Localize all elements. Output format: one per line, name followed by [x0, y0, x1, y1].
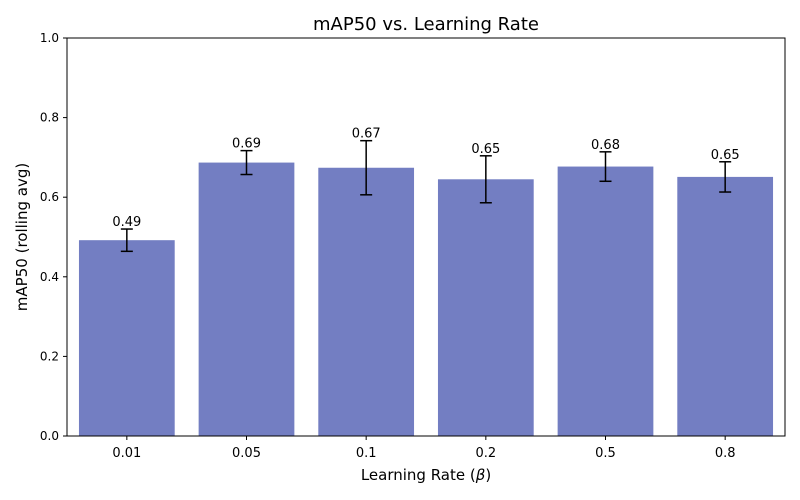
x-tick-label-0.05: 0.05 — [232, 446, 261, 461]
x-axis-label-symbol: β — [475, 466, 486, 484]
bar-0.2 — [437, 179, 534, 437]
data-label-0.05: 0.69 — [232, 137, 261, 152]
x-tick-label-0.5: 0.5 — [595, 446, 616, 461]
x-tick-label-0.2: 0.2 — [475, 446, 496, 461]
x-tick-label-0.1: 0.1 — [356, 446, 377, 461]
x-axis-label-prefix: Learning Rate ( — [361, 466, 476, 484]
y-tick-label-1.0: 1.0 — [40, 31, 59, 45]
y-tick-label-0.4: 0.4 — [40, 270, 59, 284]
error-bars-group — [120, 139, 732, 253]
y-axis-label: mAP50 (rolling avg) — [13, 163, 31, 311]
data-labels-group: 0.49 0.69 0.67 0.65 0.68 0.65 — [112, 127, 739, 230]
x-axis-label: Learning Rate (β) — [361, 466, 491, 484]
plot-frame — [66, 37, 786, 437]
chart-title: mAP50 vs. Learning Rate — [313, 14, 539, 35]
y-axis-ticks: 0.0 0.2 0.4 0.6 0.8 1.0 — [40, 31, 67, 443]
plot-area — [67, 38, 785, 436]
data-label-0.8: 0.65 — [711, 148, 740, 163]
data-label-0.1: 0.67 — [352, 127, 381, 142]
x-tick-label-0.8: 0.8 — [715, 446, 736, 461]
bar-0.8 — [677, 176, 774, 437]
bar-0.1 — [318, 167, 415, 437]
data-label-0.2: 0.65 — [471, 142, 500, 157]
bar-0.5 — [557, 166, 654, 436]
x-axis-ticks: 0.01 0.05 0.1 0.2 0.5 0.8 — [112, 436, 736, 461]
data-label-0.5: 0.68 — [591, 138, 620, 153]
x-axis-label-suffix: ) — [485, 466, 491, 484]
data-label-0.01: 0.49 — [112, 215, 141, 230]
y-tick-label-0.2: 0.2 — [40, 349, 59, 363]
bars-group — [78, 162, 774, 437]
y-tick-label-0.8: 0.8 — [40, 111, 59, 125]
bar-0.01 — [78, 240, 175, 436]
x-tick-label-0.01: 0.01 — [112, 446, 141, 461]
y-tick-label-0.0: 0.0 — [40, 429, 59, 443]
bar-0.05 — [198, 162, 295, 436]
y-tick-label-0.6: 0.6 — [40, 190, 59, 204]
